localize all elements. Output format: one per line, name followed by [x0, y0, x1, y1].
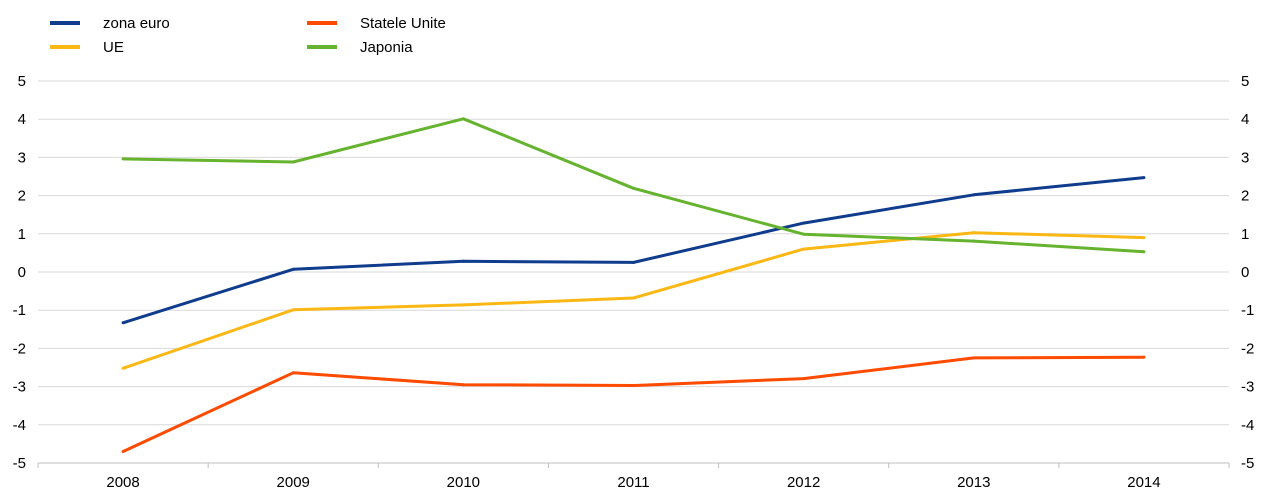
- data-point-1: [632, 260, 635, 264]
- y-tick-label-right: 2: [1241, 188, 1249, 205]
- data-point-4: [972, 239, 976, 243]
- y-tick-label-left: 2: [18, 188, 26, 205]
- legend-label-4: Japonia: [360, 39, 413, 56]
- y-tick-label-right: 3: [1241, 149, 1249, 166]
- data-point-3: [972, 356, 976, 360]
- x-tick-label: 2012: [787, 474, 820, 491]
- y-tick-label-left: 4: [18, 111, 26, 128]
- data-point-1: [972, 193, 976, 197]
- data-point-2: [291, 308, 295, 312]
- data-point-1: [291, 267, 295, 271]
- data-point-1: [1142, 176, 1146, 180]
- data-point-4: [802, 232, 806, 236]
- data-point-2: [461, 303, 465, 307]
- data-point-1: [461, 259, 465, 263]
- data-point-1: [802, 221, 806, 225]
- y-tick-label-right: -1: [1241, 302, 1254, 319]
- series-lines: [121, 117, 1146, 454]
- data-point-2: [632, 296, 635, 300]
- data-point-4: [121, 157, 125, 161]
- y-tick-label-left: -4: [13, 417, 26, 434]
- y-tick-label-right: 4: [1241, 111, 1249, 128]
- y-tick-label-right: -4: [1241, 417, 1254, 434]
- series-line-3: [122, 355, 1144, 453]
- legend-label-2: UE: [103, 39, 124, 56]
- y-tick-label-right: 0: [1241, 264, 1249, 281]
- y-tick-label-left: -3: [13, 379, 26, 396]
- legend-label-3: Statele Unite: [360, 15, 446, 32]
- data-point-1: [121, 321, 125, 325]
- legend-label-1: zona euro: [103, 15, 170, 32]
- series-line-1: [122, 176, 1145, 325]
- data-point-4: [291, 160, 295, 164]
- data-point-2: [1142, 236, 1146, 240]
- x-tick-label: 2013: [957, 474, 990, 491]
- data-point-2: [121, 366, 125, 370]
- y-tick-label-right: -2: [1241, 340, 1254, 357]
- axes: 5 5 4 4 3 3 2 2 1 1 0 0 -1 -1 -2 -2 -3 -3 -4 -4 -5 -5 2008 2009…: [13, 73, 1255, 491]
- y-tick-label-left: 0: [18, 264, 26, 281]
- y-tick-label-right: 5: [1241, 73, 1249, 90]
- y-tick-label-left: -5: [13, 455, 26, 472]
- y-tick-label-left: -1: [13, 302, 26, 319]
- data-point-4: [461, 117, 465, 121]
- x-tick-label: 2011: [617, 474, 649, 491]
- y-tick-label-right: 1: [1241, 226, 1249, 243]
- x-tick-label: 2009: [277, 474, 310, 491]
- y-tick-label-right: -5: [1241, 455, 1254, 472]
- x-tick-label: 2014: [1127, 474, 1160, 491]
- data-point-3: [1142, 355, 1146, 359]
- data-point-2: [972, 231, 976, 235]
- y-tick-label-left: -2: [13, 340, 26, 357]
- x-tick-label: 2010: [447, 474, 480, 491]
- data-point-3: [461, 383, 465, 387]
- data-point-4: [1142, 250, 1146, 254]
- data-point-2: [802, 247, 806, 251]
- y-tick-label-right: -3: [1241, 379, 1254, 396]
- y-tick-label-left: 5: [18, 73, 26, 90]
- gridlines: [38, 80, 1229, 426]
- legend: zona euro UE Statele Unite Japonia: [50, 15, 446, 56]
- data-point-3: [121, 450, 125, 454]
- y-tick-label-left: 3: [18, 149, 26, 166]
- x-tick-label: 2008: [106, 474, 139, 491]
- data-point-3: [291, 371, 295, 375]
- data-point-4: [632, 186, 635, 190]
- y-tick-label-left: 1: [18, 226, 26, 243]
- data-point-3: [802, 377, 806, 381]
- data-point-3: [632, 383, 635, 387]
